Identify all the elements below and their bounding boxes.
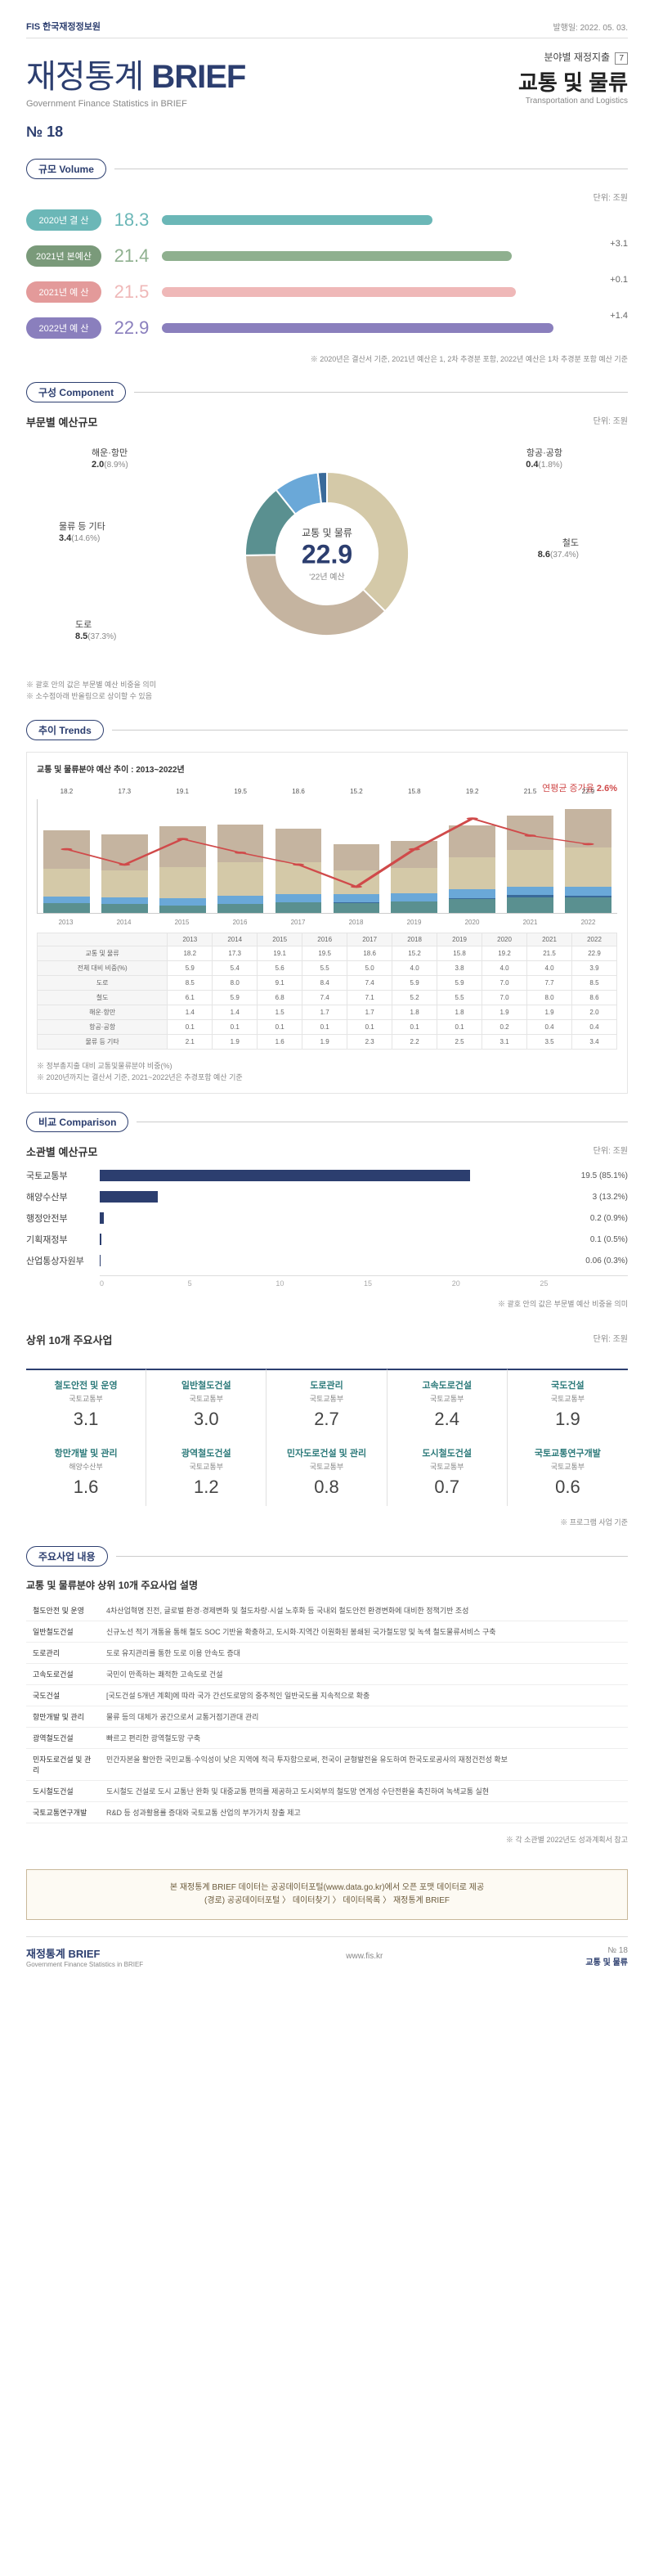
volume-delta: +0.1 bbox=[610, 275, 628, 285]
top10-card: 국도건설국토교통부1.9 bbox=[508, 1369, 628, 1438]
volume-value: 21.5 bbox=[111, 281, 152, 303]
desc-row: 일반철도건설신규노선 적기 개통을 통해 철도 SOC 기반을 확충하고, 도시… bbox=[26, 1621, 628, 1643]
trend-bar: 17.3 bbox=[101, 799, 148, 913]
section-comparison: 비교 Comparison bbox=[26, 1112, 628, 1132]
title-main: 재정통계 BRIEF bbox=[26, 50, 245, 97]
volume-row: 2022년 예 산 22.9 +1.4 bbox=[26, 317, 628, 339]
top10-card: 고속도로건설국토교통부2.4 bbox=[387, 1369, 508, 1438]
top10-card: 항만개발 및 관리해양수산부1.6 bbox=[26, 1438, 146, 1506]
trend-bar: 21.5 bbox=[507, 799, 553, 913]
trend-bar: 18.6 bbox=[275, 799, 322, 913]
desc-row: 국도건설[국도건설 5개년 계획]에 따라 국가 간선도로망의 중추적인 일반국… bbox=[26, 1685, 628, 1706]
desc-row: 항만개발 및 관리물류 등의 대체가 공간으로서 교통거점기관대 관리 bbox=[26, 1706, 628, 1728]
comparison-row: 기획재정부 0.1 (0.5%) bbox=[26, 1233, 628, 1246]
volume-bar bbox=[162, 287, 516, 297]
comparison-row: 해양수산부 3 (13.2%) bbox=[26, 1190, 628, 1203]
top10-card: 도시철도건설국토교통부0.7 bbox=[387, 1438, 508, 1506]
desc-row: 도시철도건설도시철도 건설로 도시 교통난 완화 및 대중교통 편의를 제공하고… bbox=[26, 1781, 628, 1802]
desc-row: 철도안전 및 운영4차산업혁명 진전, 글로벌 환경·경제변화 및 철도차량·시… bbox=[26, 1600, 628, 1621]
component-label: 도로8.5(37.3%) bbox=[75, 619, 116, 643]
comparison-row: 행정안전부 0.2 (0.9%) bbox=[26, 1212, 628, 1225]
volume-bar bbox=[162, 251, 512, 261]
top10-cards: 철도안전 및 운영국토교통부3.1일반철도건설국토교통부3.0도로관리국토교통부… bbox=[26, 1369, 628, 1506]
trend-bar: 22.9 bbox=[565, 799, 611, 913]
desc-row: 도로관리도로 유지관리를 통한 도로 이용 안속도 증대 bbox=[26, 1643, 628, 1664]
top10-card: 국토교통연구개발국토교통부0.6 bbox=[508, 1438, 628, 1506]
data-source-box: 본 재정통계 BRIEF 데이터는 공공데이터포털(www.data.go.kr… bbox=[26, 1869, 628, 1920]
desc-row: 국토교통연구개발R&D 등 성과활용률 증대와 국토교통 산업의 부가가치 창출… bbox=[26, 1802, 628, 1823]
trend-bar: 15.2 bbox=[334, 799, 380, 913]
trend-bar: 19.5 bbox=[217, 799, 264, 913]
comparison-row: 국토교통부 19.5 (85.1%) bbox=[26, 1169, 628, 1182]
sector-title: 교통 및 물류 bbox=[518, 66, 628, 97]
descriptions-table: 철도안전 및 운영4차산업혁명 진전, 글로벌 환경·경제변화 및 철도차량·시… bbox=[26, 1600, 628, 1823]
top10-card: 민자도로건설 및 관리국토교통부0.8 bbox=[267, 1438, 387, 1506]
topbar: FIS 한국재정정보원 발행일: 2022. 05. 03. bbox=[26, 20, 628, 38]
volume-value: 18.3 bbox=[111, 209, 152, 231]
org-logo: FIS 한국재정정보원 bbox=[26, 20, 101, 33]
section-volume: 규모 Volume bbox=[26, 159, 628, 179]
footer: 재정통계 BRIEF Government Finance Statistics… bbox=[26, 1936, 628, 1968]
volume-bar bbox=[162, 215, 432, 225]
header: 재정통계 BRIEF Government Finance Statistics… bbox=[26, 50, 628, 109]
top10-card: 철도안전 및 운영국토교통부3.1 bbox=[26, 1369, 146, 1438]
section-trends: 추이 Trends bbox=[26, 720, 628, 740]
component-label: 철도8.6(37.4%) bbox=[538, 537, 579, 561]
volume-pill: 2021년 예 산 bbox=[26, 281, 101, 303]
desc-row: 민자도로건설 및 관리민간자본을 활안한 국민교통·수익성이 낮은 지역에 적극… bbox=[26, 1749, 628, 1781]
volume-row: 2021년 예 산 21.5 +0.1 bbox=[26, 281, 628, 303]
component-label: 물류 등 기타3.4(14.6%) bbox=[59, 521, 105, 545]
volume-row: 2021년 본예산 21.4 +3.1 bbox=[26, 245, 628, 267]
volume-bar bbox=[162, 323, 553, 333]
trend-bar: 15.8 bbox=[391, 799, 437, 913]
issue-date: 발행일: 2022. 05. 03. bbox=[553, 20, 628, 33]
volume-delta: +1.4 bbox=[610, 311, 628, 321]
trend-bar: 19.1 bbox=[159, 799, 206, 913]
section-descriptions: 주요사업 내용 bbox=[26, 1546, 628, 1567]
volume-row: 2020년 결 산 18.3 bbox=[26, 209, 628, 231]
component-label: 항공·공항0.4(1.8%) bbox=[526, 447, 562, 471]
volume-chart: 2020년 결 산 18.3 2021년 본예산 21.4 +3.1 2021년… bbox=[26, 209, 628, 339]
component-label: 해운·항만2.0(8.9%) bbox=[92, 447, 128, 471]
title-sub: Government Finance Statistics in BRIEF bbox=[26, 99, 245, 109]
top10-card: 일반철도건설국토교통부3.0 bbox=[146, 1369, 267, 1438]
trend-panel: 교통 및 물류분야 예산 추이 : 2013~2022년 연평균 증가율 2.6… bbox=[26, 752, 628, 1094]
top10-card: 광역철도건설국토교통부1.2 bbox=[146, 1438, 267, 1506]
volume-pill: 2022년 예 산 bbox=[26, 317, 101, 339]
trend-bar: 19.2 bbox=[449, 799, 495, 913]
comparison-row: 산업통상자원부 0.06 (0.3%) bbox=[26, 1254, 628, 1267]
comparison-chart: 국토교통부 19.5 (85.1%) 해양수산부 3 (13.2%) 행정안전부… bbox=[26, 1169, 628, 1267]
header-right: 분야별 재정지출 7 교통 및 물류 Transportation and Lo… bbox=[518, 50, 628, 106]
desc-row: 고속도로건설국민이 만족하는 쾌적한 고속도로 건설 bbox=[26, 1664, 628, 1685]
volume-pill: 2020년 결 산 bbox=[26, 209, 101, 231]
donut-chart: 교통 및 물류 22.9 '22년 예산 해운·항만2.0(8.9%)항공·공항… bbox=[26, 439, 628, 668]
section-component: 구성 Component bbox=[26, 382, 628, 402]
issue-number: № 18 bbox=[26, 124, 628, 141]
desc-row: 광역철도건설빠르고 편리한 광역철도망 구축 bbox=[26, 1728, 628, 1749]
volume-value: 21.4 bbox=[111, 245, 152, 267]
volume-pill: 2021년 본예산 bbox=[26, 245, 101, 267]
volume-value: 22.9 bbox=[111, 317, 152, 339]
volume-delta: +3.1 bbox=[610, 239, 628, 249]
top10-card: 도로관리국토교통부2.7 bbox=[267, 1369, 387, 1438]
trend-bar: 18.2 bbox=[43, 799, 90, 913]
